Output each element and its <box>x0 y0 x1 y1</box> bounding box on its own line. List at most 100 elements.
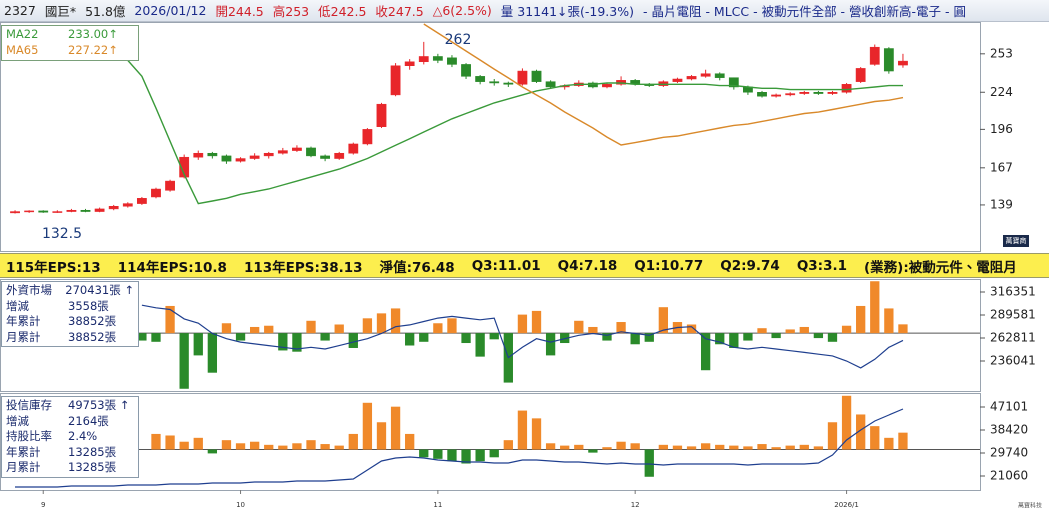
candle-body <box>728 77 739 88</box>
bar <box>729 445 739 450</box>
bar <box>334 445 344 450</box>
candle-body <box>94 208 105 212</box>
candle-body <box>855 68 866 82</box>
candle-body <box>306 147 316 157</box>
bar <box>390 308 401 334</box>
bar <box>419 333 429 342</box>
info-label: 月累計 <box>6 460 41 474</box>
candle-body <box>320 155 331 159</box>
eps-item: (業務):被動元件、電阻月 <box>864 259 1017 276</box>
bar <box>545 333 556 356</box>
legend-name: MA65 <box>6 42 39 57</box>
candle-body <box>531 70 542 82</box>
info-value: 3558張 <box>68 298 109 313</box>
info-value: 2164張 <box>68 413 109 428</box>
candle-body <box>700 73 711 77</box>
bar <box>249 441 260 450</box>
candle-body <box>813 92 824 94</box>
quote-header: 2327 國巨* 51.8億 2026/01/12 開244.5 高253 低242.5 收2… <box>0 0 1049 22</box>
bar <box>827 422 838 450</box>
candle-body <box>686 76 697 80</box>
bar <box>574 320 584 334</box>
bar <box>405 433 415 450</box>
bar <box>362 318 373 334</box>
ma-line <box>127 59 903 205</box>
candle-body <box>292 147 302 151</box>
candle-body <box>489 81 500 84</box>
info-value: 13285張 <box>68 460 117 474</box>
bar <box>503 440 513 450</box>
bar <box>700 333 711 371</box>
bar <box>686 324 697 334</box>
info-label: 年累計 <box>6 314 41 328</box>
candle-body <box>799 92 810 94</box>
header-item: 高253 <box>272 4 310 19</box>
candle-body <box>38 210 49 213</box>
bar <box>137 333 147 341</box>
bar <box>320 333 330 341</box>
bar <box>207 333 218 373</box>
candle-body <box>263 152 274 157</box>
candle-body <box>362 129 373 145</box>
legend-box: 投信庫存 49753張 ↑ 增減 2164張 持股比率 2.4% 年累計 13285張 月累計 1… <box>1 396 139 478</box>
bar <box>278 445 288 450</box>
y-tick-label: 21060 <box>990 469 1028 483</box>
bar <box>419 449 429 458</box>
bar <box>151 333 161 342</box>
bar <box>306 440 316 450</box>
candle-body <box>165 180 175 191</box>
bar <box>390 406 401 450</box>
annotation: 132.5 <box>42 226 82 242</box>
y-tick-label: 236041 <box>990 354 1036 368</box>
bar <box>376 422 387 450</box>
bar <box>306 320 316 334</box>
bar <box>785 445 795 450</box>
legend-box: 外資市場 270431張 ↑ 增減 3558張 年累計 38852張 月累計 38852張 <box>1 281 139 347</box>
candle-body <box>883 48 894 72</box>
bar <box>517 314 528 334</box>
x-tick-label: 12 <box>631 501 640 509</box>
candle-body <box>207 152 218 157</box>
bar <box>405 333 415 346</box>
y-tick-label: 47101 <box>990 400 1028 414</box>
info-row: 增減 3558張 <box>6 299 134 315</box>
bar <box>841 395 852 450</box>
candle-body <box>390 65 401 96</box>
legend-item: MA65 227.22↑ <box>6 43 134 59</box>
legend-box: MA22 233.00↑ MA65 227.22↑ <box>1 25 139 61</box>
header-item: △6(2.5%) <box>432 3 492 18</box>
bar <box>841 325 852 334</box>
bar <box>531 310 542 334</box>
y-tick-label: 29740 <box>990 446 1028 460</box>
candle-body <box>432 56 443 61</box>
candle-body <box>235 158 246 162</box>
bar <box>658 444 669 450</box>
info-label: 年累計 <box>6 444 41 459</box>
bar <box>362 402 373 450</box>
bar <box>165 305 175 334</box>
info-row: 外資市場 270431張 ↑ <box>6 283 134 299</box>
bar <box>715 333 725 345</box>
info-label: 增減 <box>6 298 29 313</box>
candle-body <box>602 84 612 88</box>
bar <box>517 410 528 450</box>
bar <box>743 333 753 341</box>
bar <box>348 433 358 450</box>
bar <box>588 449 598 453</box>
header-item: 2026/01/12 <box>134 3 207 18</box>
bar <box>151 433 161 450</box>
watermark: 萬寶科技 <box>1018 502 1042 510</box>
bar <box>249 326 260 334</box>
bar <box>433 449 443 459</box>
candle-body <box>672 78 683 82</box>
eps-bar: 115年EPS:13 114年EPS:10.8 113年EPS:38.13 淨值:76… <box>0 253 1049 278</box>
legend-value: 227.22↑ <box>68 42 118 57</box>
bar <box>264 444 274 450</box>
candle-body <box>334 152 345 159</box>
y-tick-label: 139 <box>990 197 1013 211</box>
candle-body <box>827 92 838 94</box>
bar <box>376 313 387 334</box>
info-value: 13285張 <box>68 444 117 459</box>
bar <box>870 281 880 334</box>
